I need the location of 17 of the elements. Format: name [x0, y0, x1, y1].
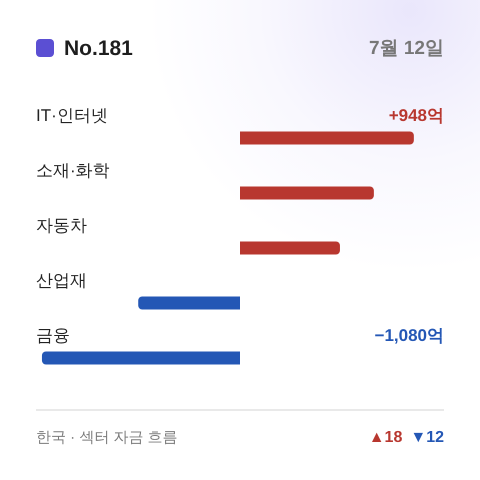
bar: [42, 352, 240, 364]
chart-subtitle: 7월 12일: [369, 37, 444, 61]
text: ▼12: [410, 428, 444, 448]
bar: [240, 242, 340, 254]
data-label: −1,080억: [374, 326, 444, 345]
y-tick-label: IT·인터넷: [36, 106, 108, 125]
y-tick-label: 산업재: [36, 271, 87, 290]
y-tick-label: 금융: [36, 326, 70, 345]
chart-title: No.181: [64, 36, 133, 62]
y-tick-label: 소재·화학: [36, 161, 110, 180]
text: 한국 · 섹터 자금 흐름: [36, 429, 178, 446]
text: ▲18: [368, 428, 402, 448]
bar: [138, 296, 240, 310]
bar: [240, 132, 414, 144]
data-label: +948억: [388, 106, 444, 125]
bar: [240, 186, 374, 200]
y-tick-label: 자동차: [36, 216, 87, 235]
